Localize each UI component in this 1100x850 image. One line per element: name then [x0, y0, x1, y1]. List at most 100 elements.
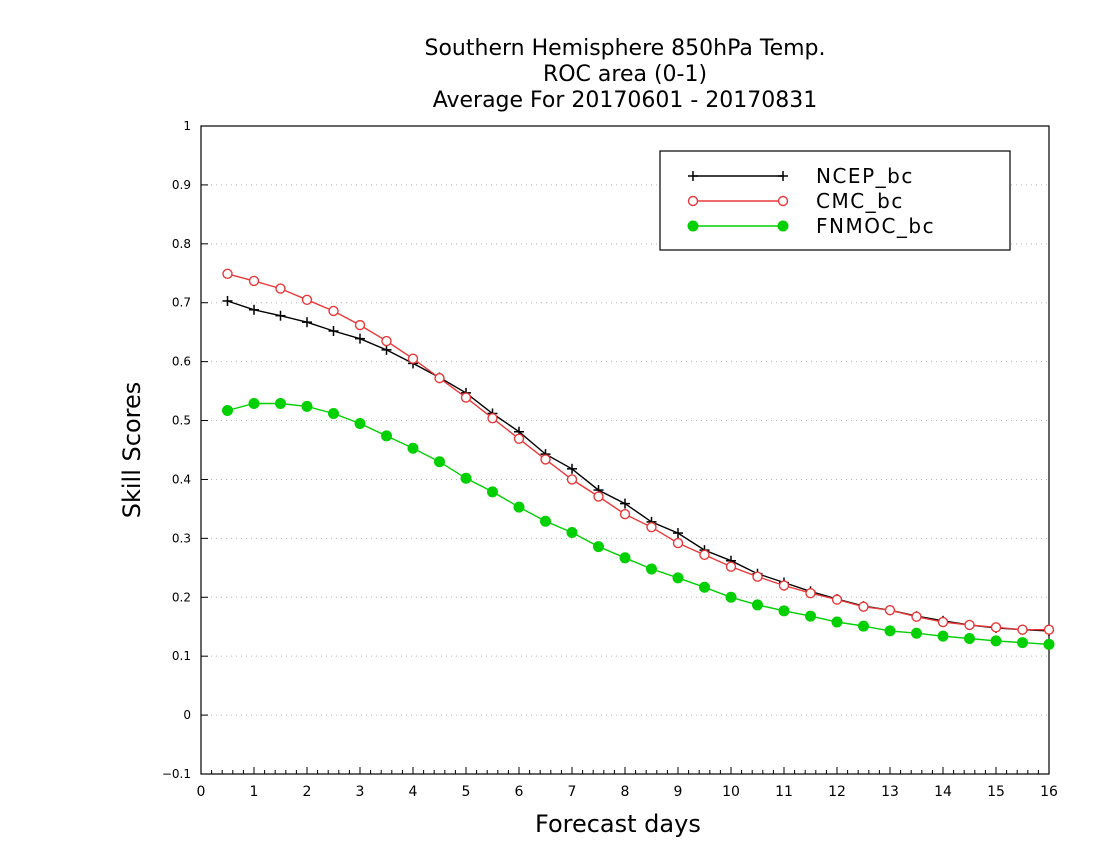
- y-tick-label: −0.1: [162, 767, 191, 781]
- data-point-filled-circle: [884, 625, 896, 637]
- x-tick-label: 12: [828, 784, 846, 800]
- data-point-open-circle: [777, 195, 789, 207]
- data-point-open-circle: [884, 605, 896, 616]
- data-point-filled-circle: [831, 616, 843, 628]
- data-point-open-circle: [687, 195, 699, 207]
- legend-label: NCEP_bc: [816, 164, 914, 188]
- data-point-filled-circle: [805, 610, 816, 622]
- series-NCEP_bc: [222, 295, 1054, 636]
- data-point-open-circle: [566, 474, 578, 485]
- data-point-filled-circle: [1017, 637, 1028, 649]
- data-point-open-circle: [725, 561, 737, 572]
- data-point-open-circle: [460, 392, 472, 403]
- series-FNMOC_bc: [222, 397, 1055, 650]
- x-tick-label: 15: [987, 784, 1005, 800]
- data-point-open-circle: [222, 268, 233, 280]
- legend-entry: CMC_bc: [687, 189, 904, 213]
- y-tick-label: 0.3: [172, 531, 191, 545]
- chart-title-line-3: Average For 20170601 - 20170831: [432, 88, 818, 113]
- series-line: [227, 300, 1050, 632]
- data-point-plus: [328, 326, 339, 337]
- data-point-open-circle: [805, 587, 816, 599]
- x-tick-label: 6: [515, 784, 524, 800]
- chart-title-line-2: ROC area (0-1): [542, 62, 708, 87]
- data-point-filled-circle: [593, 541, 604, 553]
- data-point-plus: [567, 463, 577, 474]
- y-tick-label: 0.1: [172, 649, 191, 663]
- x-tick-label: 2: [303, 784, 312, 800]
- y-tick-label: 0.7: [172, 296, 191, 310]
- data-point-filled-circle: [725, 591, 737, 603]
- x-tick-label: 4: [409, 784, 418, 800]
- data-point-open-circle: [964, 619, 975, 631]
- y-tick-label: 0.4: [172, 472, 191, 486]
- data-point-filled-circle: [937, 630, 949, 642]
- x-tick-label: 11: [775, 784, 793, 800]
- data-point-open-circle: [275, 283, 286, 294]
- data-point-filled-circle: [381, 430, 392, 442]
- data-point-open-circle: [752, 571, 763, 582]
- data-point-plus: [381, 344, 392, 355]
- data-point-filled-circle: [911, 627, 922, 639]
- legend-label: CMC_bc: [816, 189, 904, 213]
- data-point-filled-circle: [566, 526, 578, 538]
- data-point-filled-circle: [275, 397, 286, 409]
- y-tick-label: 0.5: [172, 414, 191, 428]
- data-point-plus: [249, 304, 259, 315]
- data-point-open-circle: [407, 353, 419, 364]
- series-CMC_bc: [222, 268, 1055, 635]
- data-point-filled-circle: [513, 501, 525, 513]
- data-point-filled-circle: [487, 486, 498, 498]
- data-point-open-circle: [1043, 624, 1055, 635]
- data-point-plus: [673, 528, 683, 539]
- grid-lines: [201, 184, 1049, 716]
- series-layer: [222, 268, 1055, 650]
- data-point-open-circle: [937, 616, 949, 628]
- data-point-plus: [688, 171, 698, 181]
- axis-ticks: −0.100.10.20.30.40.50.60.70.80.910 1 2 3 4 5 6…: [162, 119, 1058, 800]
- data-point-open-circle: [301, 294, 313, 305]
- x-tick-label: 16: [1040, 784, 1058, 800]
- data-point-filled-circle: [687, 220, 699, 232]
- data-point-filled-circle: [672, 572, 684, 584]
- data-point-open-circle: [328, 305, 339, 317]
- series-line: [227, 402, 1050, 646]
- y-tick-label: 0.8: [172, 237, 191, 251]
- data-point-filled-circle: [1043, 638, 1055, 650]
- x-tick-label: 7: [568, 784, 577, 800]
- x-tick-label: 3: [356, 784, 365, 800]
- data-point-open-circle: [619, 509, 631, 520]
- data-point-filled-circle: [301, 400, 313, 412]
- data-point-open-circle: [858, 601, 869, 612]
- data-point-filled-circle: [777, 220, 789, 232]
- data-point-plus: [222, 295, 233, 306]
- legend-label: FNMOC_bc: [816, 214, 935, 238]
- data-point-open-circle: [672, 537, 684, 549]
- data-point-open-circle: [646, 521, 657, 533]
- y-tick-label: 0: [183, 708, 191, 722]
- data-point-filled-circle: [407, 442, 419, 454]
- data-point-open-circle: [911, 611, 922, 622]
- data-point-filled-circle: [328, 407, 339, 419]
- data-point-filled-circle: [619, 552, 631, 564]
- x-axis-label: Forecast days: [535, 810, 701, 838]
- data-point-filled-circle: [990, 635, 1002, 647]
- x-tick-label: 9: [674, 784, 683, 800]
- data-point-plus: [620, 498, 630, 509]
- x-tick-label: 8: [621, 784, 630, 800]
- data-point-open-circle: [354, 319, 366, 331]
- data-point-open-circle: [1017, 624, 1028, 635]
- data-point-filled-circle: [778, 605, 790, 617]
- data-point-open-circle: [593, 491, 604, 502]
- data-point-open-circle: [513, 433, 525, 445]
- chart-title-line-1: Southern Hemisphere 850hPa Temp.: [424, 36, 826, 61]
- data-point-filled-circle: [434, 456, 445, 468]
- data-point-open-circle: [699, 549, 710, 561]
- data-point-filled-circle: [752, 599, 763, 611]
- y-tick-label: 0.2: [172, 590, 191, 604]
- data-point-filled-circle: [858, 620, 869, 632]
- data-point-plus: [778, 171, 788, 181]
- series-line: [227, 273, 1049, 631]
